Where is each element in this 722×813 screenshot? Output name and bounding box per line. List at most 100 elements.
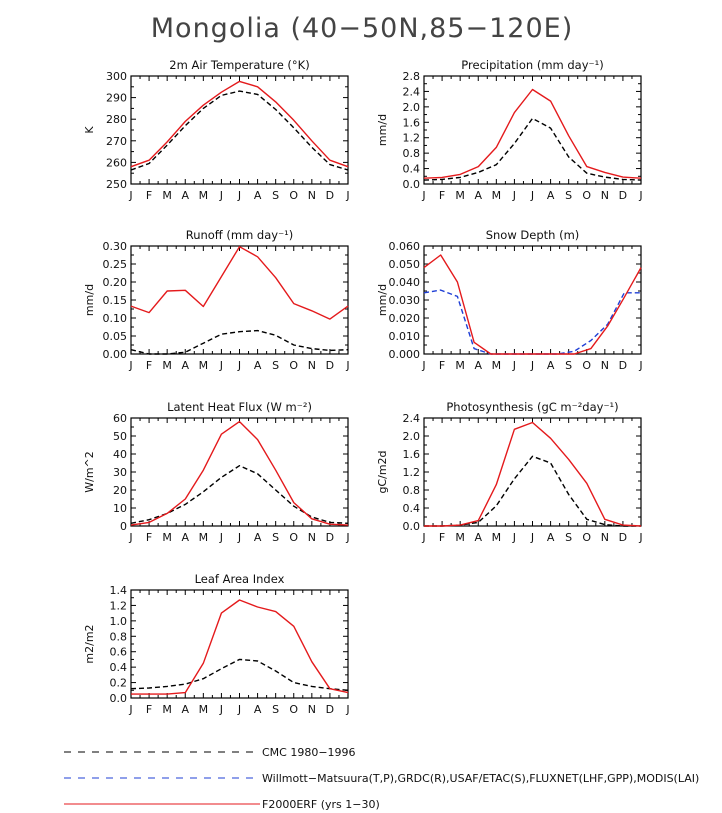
panel-title: 2m Air Temperature (°K) [169,58,309,72]
x-tick-label: M [162,189,172,202]
x-tick-label: M [492,531,502,544]
x-tick-label: D [326,189,334,202]
figure-title: Mongolia (40−50N,85−120E) [151,13,573,44]
x-tick-label: J [237,703,241,716]
y-tick-label: 1.0 [110,615,128,628]
panel-title: Runoff (mm day⁻¹) [186,228,294,242]
y-tick-label: 0.15 [103,294,128,307]
x-tick-label: J [219,531,223,544]
x-tick-label: J [237,531,241,544]
y-tick-label: 2.0 [403,430,421,443]
y-tick-label: 0.6 [110,646,128,659]
y-tick-label: 50 [113,430,127,443]
x-tick-label: J [421,359,425,372]
x-tick-label: M [199,531,209,544]
y-tick-label: 0.30 [103,240,128,253]
y-tick-label: 2.0 [403,101,421,114]
y-tick-label: 0.20 [103,276,128,289]
x-tick-label: M [199,703,209,716]
x-tick-label: A [547,531,555,544]
x-tick-label: J [128,359,132,372]
x-tick-label: J [128,531,132,544]
x-tick-label: O [289,531,298,544]
panel-title: Leaf Area Index [195,572,285,586]
x-tick-label: O [582,359,591,372]
y-tick-label: 0.060 [389,240,421,253]
y-tick-label: 280 [106,113,127,126]
x-tick-label: J [421,531,425,544]
y-tick-label: 0.000 [389,348,421,361]
panel-precipitation: Precipitation (mm day⁻¹)mm/dJ F M A M J J A S O N D… [376,58,643,202]
plot-frame [130,245,349,355]
x-tick-label: J [345,189,349,202]
legend-label-cmc: CMC 1980−1996 [262,746,356,759]
y-tick-label: 40 [113,448,127,461]
y-tick-label: 30 [113,466,127,479]
y-tick-label: 2.4 [403,85,421,98]
y-tick-label: 0.8 [110,630,128,643]
y-tick-label: 60 [113,412,127,425]
y-tick-label: 0.4 [403,163,421,176]
x-tick-label: D [326,703,334,716]
legend: CMC 1980−1996 Willmott−Matsuura(T,P),GRDC… [64,746,699,811]
y-axis-label: m2/m2 [83,624,96,663]
x-tick-label: M [455,189,465,202]
y-tick-label: 0.0 [403,178,421,191]
x-tick-label: J [638,359,642,372]
y-tick-label: 270 [106,135,127,148]
x-tick-label: J [237,359,241,372]
x-tick-label: N [308,703,316,716]
panel-title: Precipitation (mm day⁻¹) [461,58,603,72]
plot-frame [130,75,349,185]
x-tick-label: S [272,189,279,202]
x-tick-label: M [162,703,172,716]
series-line-cmc [130,465,349,524]
x-tick-label: D [619,189,627,202]
x-tick-label: A [181,531,189,544]
y-tick-label: 290 [106,92,127,105]
y-axis-label: gC/m2d [376,450,389,493]
x-tick-label: J [512,359,516,372]
plot-frame [423,417,642,527]
series-line-obs [423,289,641,355]
panel-runoff: Runoff (mm day⁻¹)mm/dJ F M A M J J A S O N D J0.000.… [83,228,350,372]
x-tick-label: J [237,189,241,202]
y-tick-label: 2.4 [403,412,421,425]
series-line-model [130,80,349,168]
y-tick-label: 0.25 [103,258,128,271]
y-tick-label: 0.040 [389,276,421,289]
y-axis-label: mm/d [376,284,389,316]
x-tick-label: N [308,531,316,544]
panel-title: Photosynthesis (gC m⁻²day⁻¹) [446,400,618,414]
x-tick-label: A [254,531,262,544]
plot-frame [423,75,642,185]
x-tick-label: D [326,359,334,372]
x-tick-label: N [601,531,609,544]
legend-label-obs: Willmott−Matsuura(T,P),GRDC(R),USAF/ETAC… [262,772,699,785]
x-tick-label: J [530,531,534,544]
x-tick-label: A [181,359,189,372]
y-axis-label: W/m^2 [83,451,96,493]
x-tick-label: J [530,189,534,202]
y-tick-label: 10 [113,502,127,515]
x-tick-label: F [146,703,152,716]
x-tick-label: O [289,189,298,202]
series-line-cmc [423,117,642,181]
series-line-model [131,599,349,695]
panel-snow-depth: Snow Depth (m)mm/dJ F M A M J J A S O N D J0.0000.01… [376,228,643,372]
x-tick-label: S [565,189,572,202]
panel-latent-heat-flux: Latent Heat Flux (W m⁻²)W/m^2J F M A M J J A S O N… [83,400,350,544]
panel-2m-air-temperature: 2m Air Temperature (°K)KJ F M A M J J A S O N D J250… [83,58,350,202]
y-tick-label: 0.0 [110,692,128,705]
x-tick-label: J [219,189,223,202]
x-tick-label: M [162,359,172,372]
series-line-model [130,245,349,320]
y-tick-label: 1.2 [403,132,421,145]
series-line-cmc [424,455,641,527]
y-tick-label: 300 [106,70,127,83]
x-tick-label: A [181,189,189,202]
x-tick-label: J [219,359,223,372]
plot-frame [423,245,642,355]
y-tick-label: 0.8 [403,484,421,497]
